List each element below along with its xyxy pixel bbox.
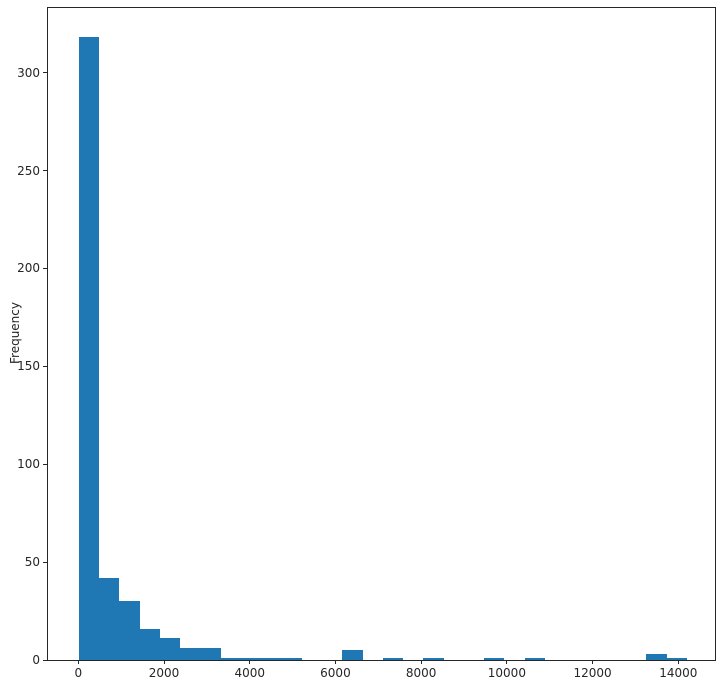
x-tick-label: 8000 [405, 666, 437, 680]
histogram-bar [484, 658, 505, 660]
x-tick-mark [163, 660, 165, 664]
histogram-bar [220, 658, 241, 660]
histogram-bar [382, 658, 404, 660]
x-tick-mark [506, 660, 508, 664]
x-tick-label: 10000 [487, 666, 526, 680]
y-tick-label: 250 [17, 163, 40, 178]
histogram-bar [423, 658, 444, 660]
x-tick-label: 0 [74, 666, 83, 680]
histogram-bar [200, 648, 221, 660]
histogram-bar [240, 658, 262, 660]
histogram-bar [139, 628, 160, 660]
histogram-bar [524, 658, 545, 660]
y-tick-mark [43, 463, 47, 465]
x-tick-label: 4000 [234, 666, 265, 680]
histogram-bar [646, 654, 667, 660]
x-tick-mark [420, 660, 422, 664]
x-tick-mark [592, 660, 594, 664]
y-tick-mark [43, 365, 47, 367]
y-tick-mark [43, 267, 47, 269]
x-tick-label: 2000 [148, 666, 180, 680]
histogram-bar [78, 37, 99, 660]
y-tick-mark [43, 72, 47, 74]
histogram-bar [119, 601, 140, 660]
histogram-bar [159, 638, 181, 660]
x-tick-mark [249, 660, 251, 664]
y-tick-label: 150 [17, 359, 40, 374]
x-tick-mark [334, 660, 336, 664]
histogram-bar [281, 658, 302, 660]
plot-area [47, 7, 716, 661]
histogram-bar [261, 658, 282, 660]
y-tick-label: 300 [17, 65, 40, 80]
x-tick-mark [77, 660, 79, 664]
y-tick-label: 50 [24, 555, 40, 570]
histogram-bar [342, 650, 363, 660]
histogram-bar [666, 658, 687, 660]
x-tick-label: 14000 [659, 666, 698, 680]
x-tick-label: 12000 [573, 666, 612, 680]
x-tick-mark [677, 660, 679, 664]
y-tick-mark [43, 561, 47, 563]
y-tick-mark [43, 170, 47, 171]
histogram-bar [99, 577, 120, 660]
y-tick-label: 0 [32, 653, 40, 667]
histogram-bar [180, 648, 201, 660]
y-tick-mark [43, 659, 47, 661]
y-tick-label: 100 [17, 457, 40, 472]
x-tick-label: 6000 [320, 666, 351, 680]
y-axis-label: Frequency [8, 302, 22, 364]
y-tick-label: 200 [17, 261, 40, 276]
